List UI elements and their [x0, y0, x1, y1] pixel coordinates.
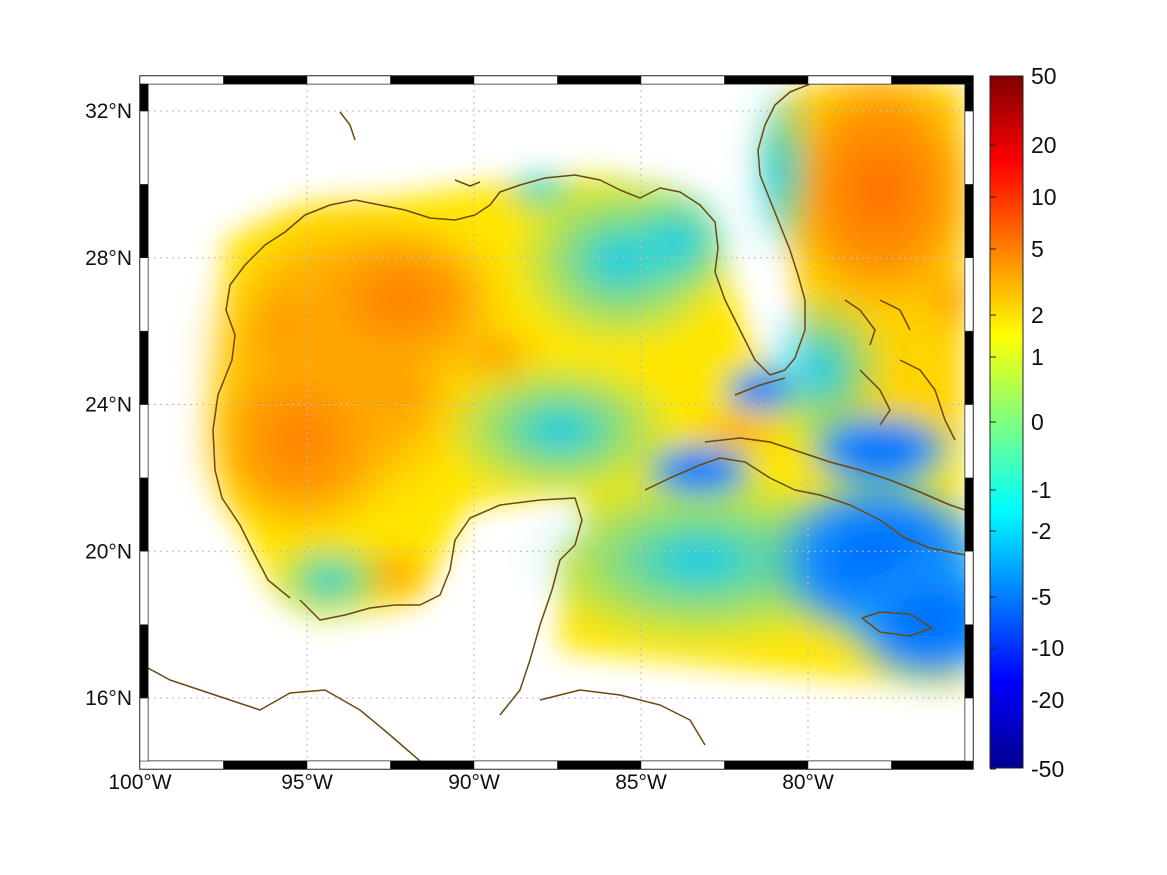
sst-field: [190, 84, 965, 690]
border-segment-bottom: [640, 760, 725, 770]
colorbar-label: -50: [1031, 756, 1064, 782]
texas-lake: [339, 111, 356, 141]
lon-tick-label: 85°W: [615, 771, 667, 794]
border-segment-top: [390, 75, 475, 85]
florida-keys: [734, 377, 786, 396]
border-segment-left: [139, 404, 149, 479]
border-segment-right: [964, 83, 974, 112]
border-segment-bottom: [390, 760, 475, 770]
colorbar-label: 5: [1031, 236, 1044, 262]
lon-tick-label: 95°W: [281, 771, 333, 794]
colorbar-label: 0: [1031, 409, 1044, 435]
colorbar-label: 20: [1031, 132, 1057, 158]
colorbar-label: -20: [1031, 687, 1064, 713]
border-segment-left: [139, 624, 149, 699]
lat-tick-label: 32°N: [85, 100, 132, 123]
lat-tick-label: 28°N: [85, 247, 132, 270]
bahamas-2: [859, 369, 891, 426]
border-segment-right: [964, 551, 974, 625]
border-segment-right: [964, 330, 974, 405]
border-segment-right: [964, 184, 974, 258]
border-segment-left: [139, 551, 149, 625]
coastline: [148, 84, 965, 761]
colorbar-label: -5: [1031, 584, 1051, 610]
louisiana-islands: [454, 179, 481, 187]
gulf-coast: [148, 667, 421, 761]
mexico-us-gulf-coast: [212, 84, 811, 599]
lon-tick-label: 90°W: [448, 771, 500, 794]
border-segment-bottom: [139, 760, 224, 770]
grid-lines: [148, 84, 965, 761]
lon-tick-label: 100°W: [108, 771, 171, 794]
colorbar-label: 50: [1031, 63, 1057, 89]
border-segment-top: [306, 75, 391, 85]
border-segment-right: [964, 477, 974, 552]
colorbar-label: 10: [1031, 184, 1057, 210]
border-segment-left: [139, 184, 149, 258]
border-segment-top: [473, 75, 558, 85]
border-segment-top: [640, 75, 725, 85]
cuba-north-coast: [704, 437, 965, 511]
bahamas-4: [879, 299, 911, 331]
bahamas-1: [844, 299, 876, 346]
honduras-coast: [539, 689, 706, 746]
border-segment-bottom: [473, 760, 558, 770]
border-segment-bottom: [891, 760, 974, 770]
lat-tick-label: 24°N: [85, 394, 132, 417]
yucatan-coast: [299, 497, 583, 716]
border-segment-right: [964, 624, 974, 699]
border-segment-top: [139, 75, 224, 85]
lat-tick-label: 20°N: [85, 540, 132, 563]
border-segment-top: [891, 75, 974, 85]
map-border-ticks: [139, 75, 974, 770]
border-segment-left: [139, 697, 149, 762]
lon-tick-label: 80°W: [782, 771, 834, 794]
colorbar-label: -10: [1031, 635, 1064, 661]
lat-tick-label: 16°N: [85, 687, 132, 710]
border-segment-left: [139, 330, 149, 405]
longitude-tick-labels: 100°W 95°W 90°W 85°W 80°W: [108, 771, 834, 794]
cuba-coast: [644, 457, 965, 556]
border-segment-left: [139, 83, 149, 112]
colorbar-label: -1: [1031, 477, 1051, 503]
border-segment-bottom: [223, 760, 308, 770]
border-segment-right: [964, 697, 974, 762]
border-segment-bottom: [306, 760, 391, 770]
border-segment-top: [557, 75, 642, 85]
latitude-tick-labels: 32°N 28°N 24°N 20°N 16°N: [85, 100, 132, 710]
colorbar-label: -2: [1031, 518, 1051, 544]
border-segment-right: [964, 110, 974, 185]
border-segment-left: [139, 477, 149, 552]
border-segment-top: [724, 75, 809, 85]
colorbar-label: 1: [1031, 344, 1044, 370]
border-segment-bottom: [807, 760, 892, 770]
bahamas-3: [899, 359, 956, 441]
border-segment-bottom: [724, 760, 809, 770]
jamaica-coast: [861, 611, 933, 637]
border-segment-top: [223, 75, 308, 85]
border-segment-left: [139, 110, 149, 185]
border-segment-right: [964, 257, 974, 332]
border-segment-top: [807, 75, 892, 85]
colorbar-label: 2: [1031, 302, 1044, 328]
border-segment-right: [964, 404, 974, 479]
border-segment-left: [139, 257, 149, 332]
border-segment-bottom: [557, 760, 642, 770]
